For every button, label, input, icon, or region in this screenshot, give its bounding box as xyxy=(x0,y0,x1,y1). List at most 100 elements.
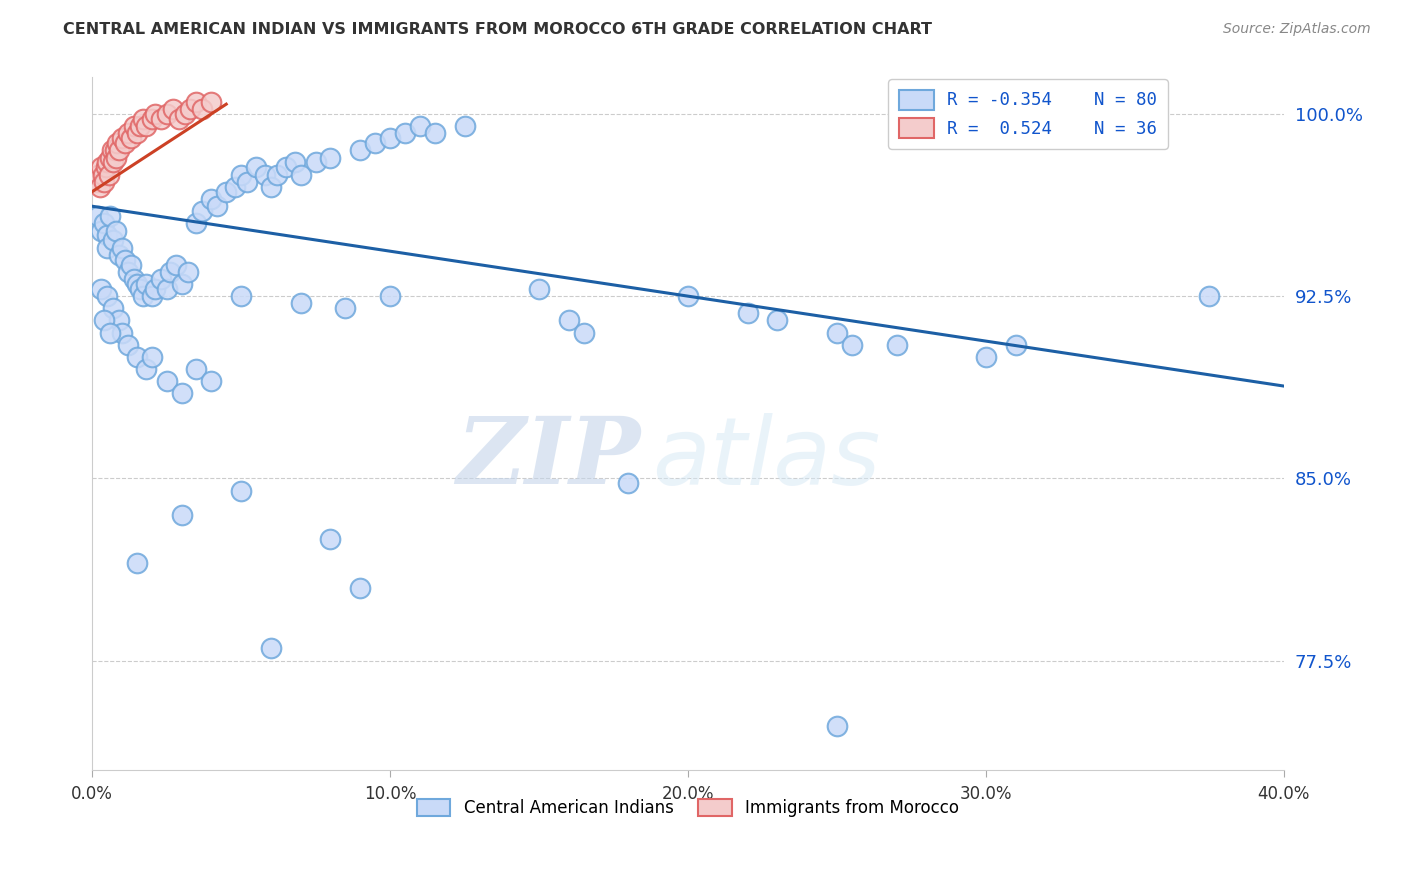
Point xyxy=(108,144,131,158)
Point xyxy=(364,136,387,150)
Point xyxy=(96,155,118,169)
Point xyxy=(101,233,124,247)
Point xyxy=(101,155,124,169)
Point xyxy=(87,209,110,223)
Point xyxy=(108,313,131,327)
Point xyxy=(207,199,229,213)
Point xyxy=(170,508,193,522)
Point xyxy=(122,119,145,133)
Point xyxy=(215,185,238,199)
Point xyxy=(378,289,401,303)
Point xyxy=(111,241,134,255)
Text: CENTRAL AMERICAN INDIAN VS IMMIGRANTS FROM MOROCCO 6TH GRADE CORRELATION CHART: CENTRAL AMERICAN INDIAN VS IMMIGRANTS FR… xyxy=(63,22,932,37)
Point xyxy=(186,95,208,109)
Point xyxy=(349,581,371,595)
Point xyxy=(159,265,181,279)
Point xyxy=(105,223,128,237)
Point xyxy=(290,168,312,182)
Point xyxy=(319,151,342,165)
Point xyxy=(284,155,307,169)
Point xyxy=(111,326,134,340)
Point xyxy=(378,131,401,145)
Point xyxy=(165,258,187,272)
Point xyxy=(117,337,139,351)
Point xyxy=(253,168,276,182)
Point xyxy=(162,102,184,116)
Point xyxy=(156,107,179,121)
Point xyxy=(558,313,581,327)
Point xyxy=(617,476,640,491)
Point xyxy=(229,483,252,498)
Point xyxy=(125,126,148,140)
Point xyxy=(319,532,342,546)
Point xyxy=(100,144,122,158)
Point xyxy=(120,131,142,145)
Point xyxy=(229,168,252,182)
Point xyxy=(191,204,214,219)
Point xyxy=(156,374,179,388)
Point xyxy=(886,337,908,351)
Point xyxy=(87,168,110,182)
Point xyxy=(572,326,595,340)
Point xyxy=(200,192,222,206)
Point xyxy=(143,107,166,121)
Point xyxy=(96,289,118,303)
Point xyxy=(149,272,172,286)
Point xyxy=(117,126,139,140)
Point xyxy=(394,126,416,140)
Point xyxy=(825,326,848,340)
Point xyxy=(93,313,115,327)
Point xyxy=(141,350,163,364)
Point xyxy=(132,289,155,303)
Point xyxy=(91,168,114,182)
Point xyxy=(229,289,252,303)
Point xyxy=(527,282,550,296)
Point xyxy=(1004,337,1026,351)
Point xyxy=(108,248,131,262)
Point xyxy=(676,289,699,303)
Point xyxy=(117,265,139,279)
Point xyxy=(200,95,222,109)
Point xyxy=(97,168,120,182)
Legend: Central American Indians, Immigrants from Morocco: Central American Indians, Immigrants fro… xyxy=(411,792,966,824)
Point xyxy=(453,119,475,133)
Point xyxy=(90,223,112,237)
Point xyxy=(1198,289,1220,303)
Point xyxy=(156,282,179,296)
Point xyxy=(125,350,148,364)
Point xyxy=(191,102,214,116)
Point xyxy=(86,175,108,189)
Point xyxy=(111,131,134,145)
Point xyxy=(105,151,128,165)
Text: atlas: atlas xyxy=(652,413,880,504)
Text: ZIP: ZIP xyxy=(456,413,640,503)
Point xyxy=(186,362,208,376)
Point xyxy=(304,155,326,169)
Point xyxy=(170,277,193,291)
Point xyxy=(266,168,288,182)
Point xyxy=(128,119,150,133)
Point xyxy=(260,641,283,656)
Point xyxy=(135,277,157,291)
Point xyxy=(260,179,283,194)
Point xyxy=(132,112,155,126)
Point xyxy=(167,112,190,126)
Point xyxy=(90,282,112,296)
Point xyxy=(841,337,863,351)
Point xyxy=(98,326,121,340)
Point xyxy=(128,282,150,296)
Point xyxy=(101,301,124,316)
Point xyxy=(236,175,259,189)
Point xyxy=(114,136,136,150)
Point xyxy=(90,161,112,175)
Point xyxy=(290,296,312,310)
Point xyxy=(143,282,166,296)
Point xyxy=(122,272,145,286)
Point xyxy=(135,362,157,376)
Text: Source: ZipAtlas.com: Source: ZipAtlas.com xyxy=(1223,22,1371,37)
Point xyxy=(186,216,208,230)
Point xyxy=(179,102,201,116)
Point xyxy=(974,350,997,364)
Point xyxy=(103,144,125,158)
Point xyxy=(135,119,157,133)
